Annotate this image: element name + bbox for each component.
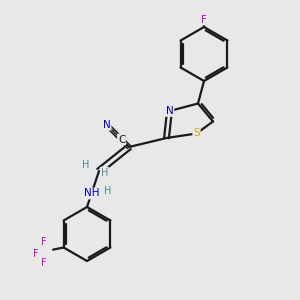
Text: N: N (166, 106, 173, 116)
Text: H: H (104, 185, 112, 196)
Text: F: F (33, 248, 38, 259)
Text: F: F (41, 237, 46, 248)
Text: F: F (41, 258, 47, 268)
Text: H: H (101, 167, 108, 178)
Text: H: H (82, 160, 89, 170)
Text: F: F (201, 14, 207, 25)
Text: NH: NH (84, 188, 99, 199)
Text: N: N (103, 120, 111, 130)
Text: C: C (118, 135, 125, 145)
Text: S: S (193, 128, 200, 139)
